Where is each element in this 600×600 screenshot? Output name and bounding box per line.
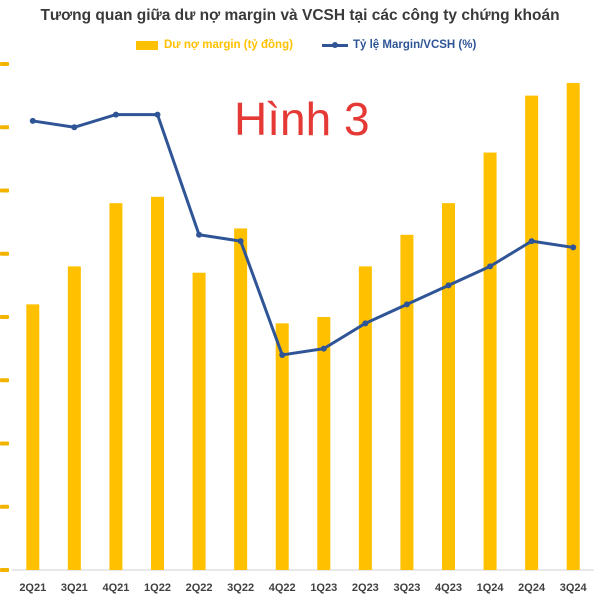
legend-label-margin-ratio: Tỷ lệ Margin/VCSH (%) (353, 39, 477, 51)
x-tick-label-1Q23: 1Q23 (310, 582, 337, 594)
ratio-point-1Q23 (320, 345, 327, 352)
x-tick-label-3Q22: 3Q22 (227, 582, 254, 594)
y-tick-2 (0, 441, 9, 446)
bar-4Q21 (109, 203, 123, 570)
ratio-point-2Q23 (362, 320, 369, 327)
figure-annotation: Hình 3 (234, 93, 370, 145)
legend-swatch-bar (136, 40, 158, 50)
bar-4Q22 (275, 323, 289, 570)
ratio-point-2Q21 (29, 117, 36, 124)
ratio-point-3Q24 (570, 244, 577, 251)
x-tick-label-2Q22: 2Q22 (186, 582, 213, 594)
legend-item-margin-debt: Dư nợ margin (tỷ đồng) (136, 39, 293, 51)
x-tick-label-1Q24: 1Q24 (477, 582, 505, 594)
y-tick-3 (0, 378, 9, 383)
bar-4Q23 (442, 203, 455, 570)
y-tick-7 (0, 125, 9, 130)
ratio-point-2Q22 (196, 231, 203, 238)
bar-1Q22 (151, 196, 164, 570)
bar-1Q24 (483, 152, 497, 571)
ratio-point-3Q22 (237, 238, 244, 245)
y-tick-1 (0, 504, 9, 509)
ratio-point-1Q24 (487, 263, 494, 270)
chart-title: Tương quan giữa dư nợ margin và VCSH tại… (40, 7, 560, 24)
y-tick-6 (0, 188, 9, 193)
ratio-point-4Q21 (112, 111, 119, 118)
y-tick-8 (0, 62, 9, 66)
bar-3Q22 (234, 228, 248, 570)
y-tick-0 (0, 568, 9, 572)
legend: Dư nợ margin (tỷ đồng) Tỷ lệ Margin/VCSH… (0, 39, 600, 55)
legend-item-margin-ratio: Tỷ lệ Margin/VCSH (%) (322, 39, 476, 51)
y-tick-5 (0, 251, 9, 256)
ratio-line (32, 113, 574, 357)
bar-1Q23 (317, 317, 331, 570)
ratio-point-4Q23 (445, 282, 452, 289)
x-tick-label-3Q21: 3Q21 (61, 582, 88, 594)
x-tick-label-2Q21: 2Q21 (19, 582, 46, 594)
bar-3Q21 (67, 266, 81, 570)
x-tick-label-3Q23: 3Q23 (393, 582, 420, 594)
x-tick-label-1Q22: 1Q22 (144, 582, 171, 594)
bar-2Q23 (358, 266, 372, 570)
ratio-point-3Q23 (403, 301, 410, 308)
x-tick-label-2Q24: 2Q24 (518, 582, 546, 594)
bar-2Q24 (525, 95, 539, 570)
ratio-point-1Q22 (154, 111, 161, 118)
x-tick-label-4Q21: 4Q21 (102, 582, 129, 594)
ratio-point-2Q24 (528, 238, 535, 245)
legend-label-margin-debt: Dư nợ margin (tỷ đồng) (164, 39, 293, 51)
x-tick-label-2Q23: 2Q23 (352, 582, 379, 594)
legend-swatch-line (322, 40, 348, 50)
bar-2Q22 (192, 272, 206, 570)
ratio-point-4Q22 (279, 351, 286, 358)
bar-3Q23 (400, 234, 414, 570)
bar-3Q24 (566, 82, 580, 570)
ratio-point-3Q21 (71, 124, 78, 131)
x-tick-label-3Q24: 3Q24 (560, 582, 588, 594)
bar-2Q21 (26, 304, 40, 570)
y-tick-4 (0, 315, 9, 319)
x-tick-label-4Q23: 4Q23 (435, 582, 462, 594)
x-tick-label-4Q22: 4Q22 (269, 582, 296, 594)
